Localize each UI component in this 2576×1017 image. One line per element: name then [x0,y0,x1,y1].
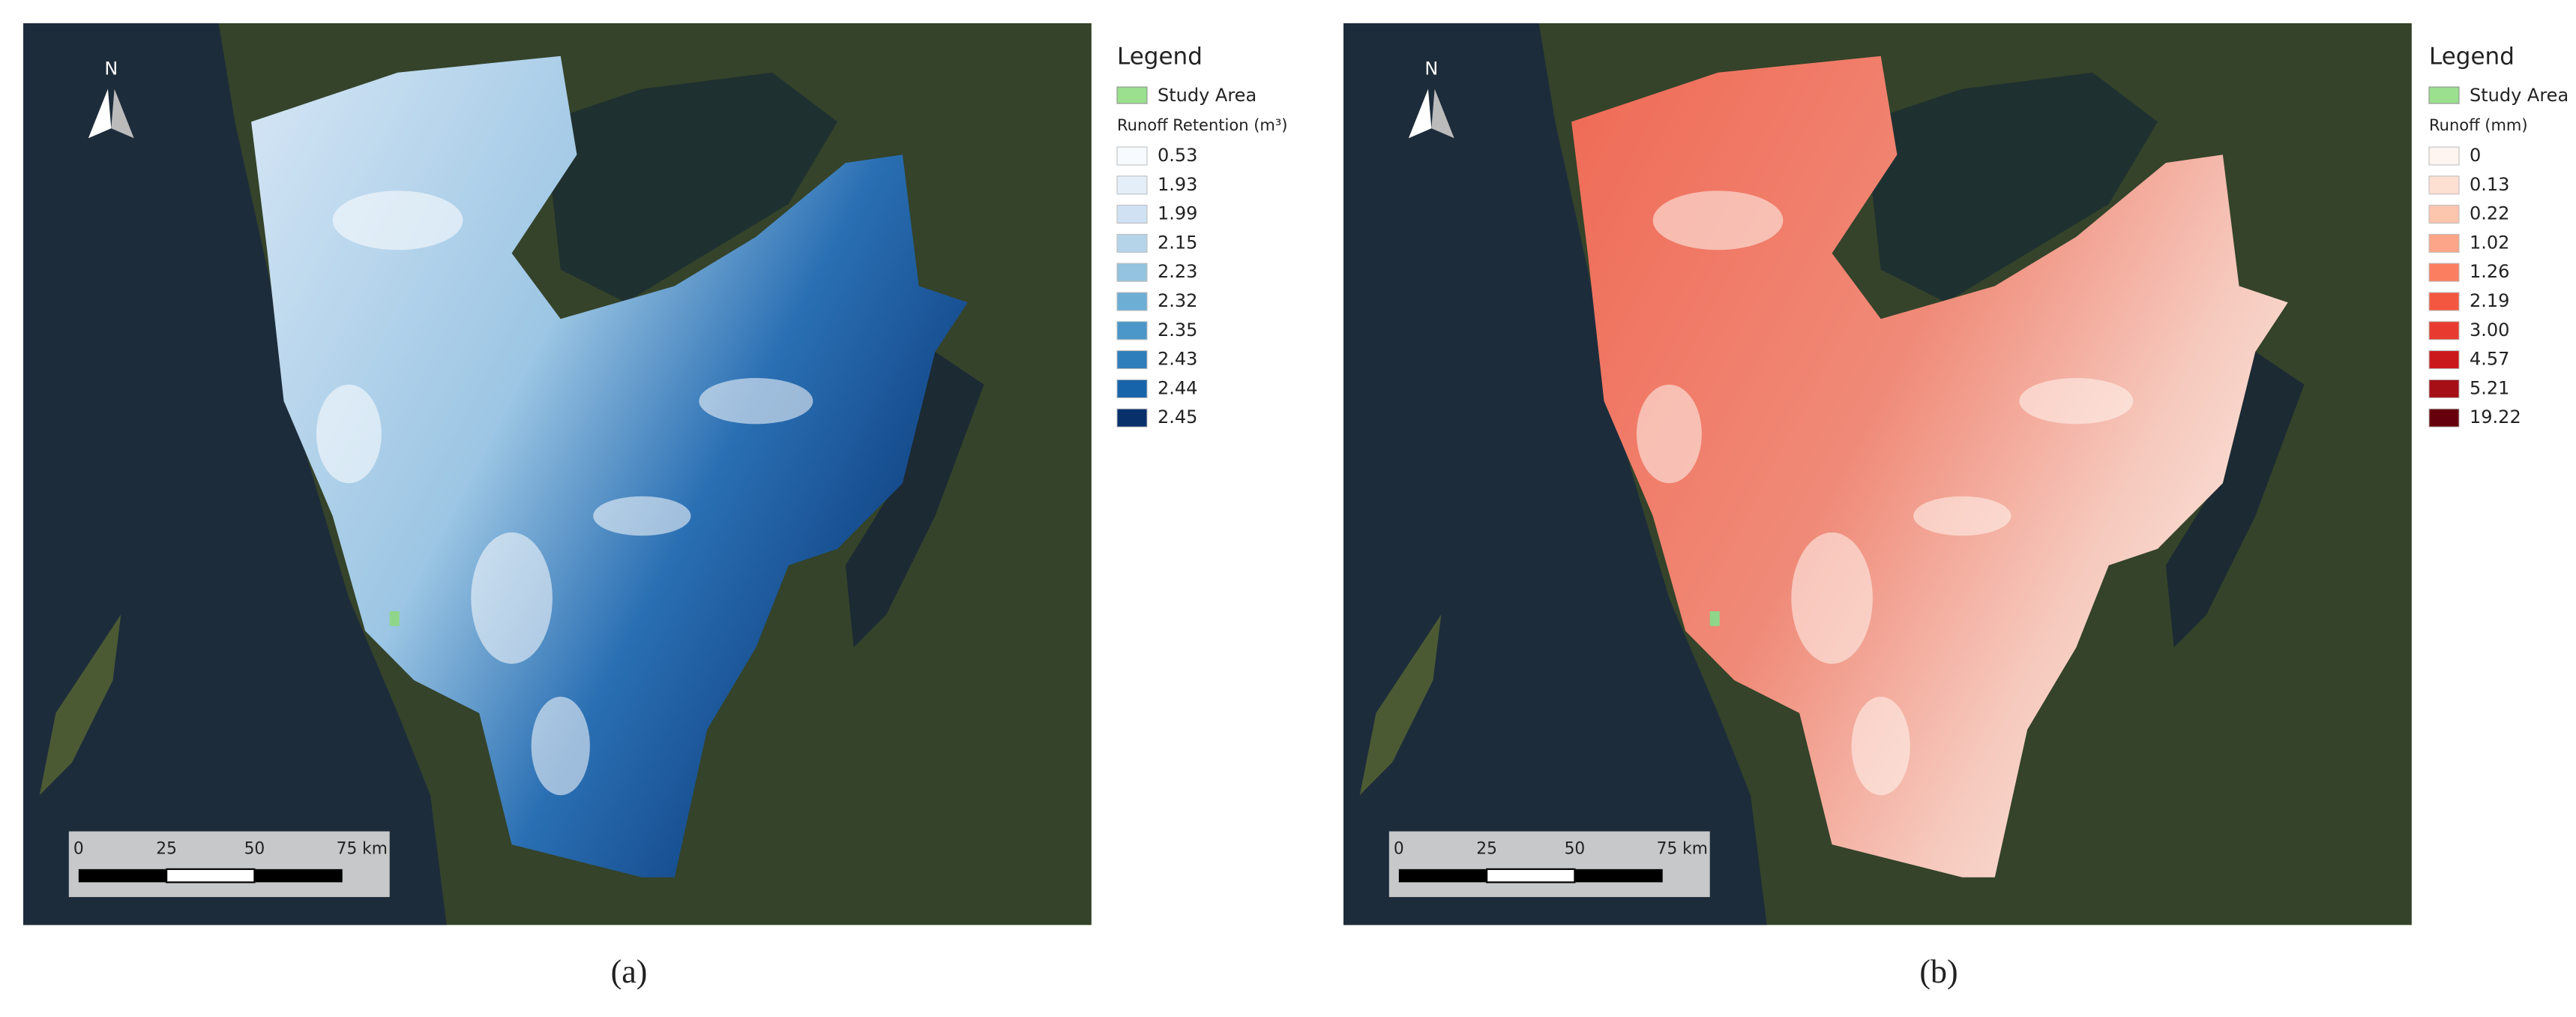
legend-swatch [2428,176,2460,195]
north-arrow [111,88,134,139]
region-patch [2019,378,2134,424]
scale-bar-segment [166,868,256,884]
legend-swatch [2428,408,2460,428]
legend-label: 1.99 [1158,203,1197,224]
region-patch [316,384,382,484]
scale-bar-segment [1398,868,1487,883]
lake [1865,72,2158,303]
region-patch [1913,496,2011,536]
legend-swatch [1116,408,1148,428]
sea [1343,23,1767,926]
scale-bar-label: 25 [1476,840,1497,859]
island [39,614,121,796]
legend-label: 0.22 [2470,203,2509,224]
legend-title: Legend [2429,44,2515,70]
region-patch [1851,696,1910,796]
scale-bar-segment [1486,868,1576,884]
scale-bar-label: 25 [156,840,177,859]
region-patch [699,378,813,424]
lake [2165,352,2305,648]
study-area-marker [1709,611,1720,626]
scale-bar-box [68,831,390,898]
region-patch [1791,532,1873,664]
scale-bar-segment [254,868,343,883]
lake [845,352,984,648]
map-panel: N 0 25 50 75 km [1343,23,2412,926]
island [1359,614,1442,796]
region-patch [593,496,691,536]
legend-swatch [2428,146,2460,166]
legend-swatch [1116,205,1148,224]
legend-swatch [1116,146,1148,166]
legend-label: 3.00 [2470,320,2509,340]
legend-label: 2.43 [1158,349,1197,370]
legend-title: Legend [1117,44,1203,70]
scale-bar-label: 50 [244,840,265,859]
north-label: N [1424,58,1438,79]
legend-swatch [1116,233,1148,253]
region-patch [1652,190,1784,250]
scale-bar-box [1388,831,1710,898]
scale-bar-segment [1574,868,1663,883]
legend-label: 2.44 [1158,377,1197,398]
scale-bar-label: 75 km [1657,840,1708,859]
scale-bar-segment [78,868,167,883]
legend-label: 2.32 [1158,290,1197,311]
north-arrow [1408,88,1432,139]
legend-label: 0 [2470,145,2481,166]
map-panel: N 0 25 50 75 km [23,23,1092,926]
legend-label: 4.57 [2470,349,2509,370]
region-patch [1636,384,1702,484]
sea [23,23,447,926]
legend-label: 2.15 [1158,232,1197,253]
legend-swatch [2428,233,2460,253]
legend-heading: Runoff Retention (m³) [1117,116,1287,134]
legend-label: 1.93 [1158,174,1197,195]
caption: (b) [1919,953,1957,990]
legend-swatch [2428,321,2460,340]
legend-swatch [1116,292,1148,311]
legend-label: Study Area [2470,85,2569,106]
region-patch [531,696,590,796]
legend-label: 0.13 [2470,174,2509,195]
scale-bar-label: 50 [1565,840,1586,859]
north-arrow [1431,88,1454,139]
legend-swatch [2428,205,2460,224]
legend-swatch [1116,86,1148,104]
scale-bar-label: 0 [73,840,84,859]
region-patch [471,532,553,664]
legend-label: 1.02 [2470,232,2509,253]
study-region [1571,56,2288,878]
legend-swatch [1116,176,1148,195]
legend-swatch [2428,379,2460,398]
legend-label: 2.45 [1158,406,1197,428]
legend-heading: Runoff (mm) [2429,116,2528,134]
north-arrow [88,88,112,139]
legend-swatch [1116,321,1148,340]
north-label: N [104,58,118,79]
legend-label: 2.23 [1158,261,1197,282]
legend-label: 1.26 [2470,261,2509,282]
study-area-marker [389,611,400,626]
legend-swatch [1116,350,1148,370]
study-region [251,56,968,878]
legend-label: 5.21 [2470,377,2509,398]
region-patch [332,190,463,250]
legend-swatch [1116,379,1148,398]
legend-label: Study Area [1158,85,1257,106]
legend-swatch [2428,292,2460,311]
legend-swatch [2428,86,2460,104]
scale-bar-label: 75 km [337,840,388,859]
legend-label: 2.35 [1158,320,1197,340]
legend-label: 2.19 [2470,290,2509,311]
legend-swatch [2428,350,2460,370]
caption: (a) [611,953,648,990]
legend-label: 0.53 [1158,145,1197,166]
legend-swatch [1116,262,1148,282]
lake [544,72,837,303]
legend-swatch [2428,262,2460,282]
legend-label: 19.22 [2470,406,2521,428]
scale-bar-label: 0 [1394,840,1404,859]
